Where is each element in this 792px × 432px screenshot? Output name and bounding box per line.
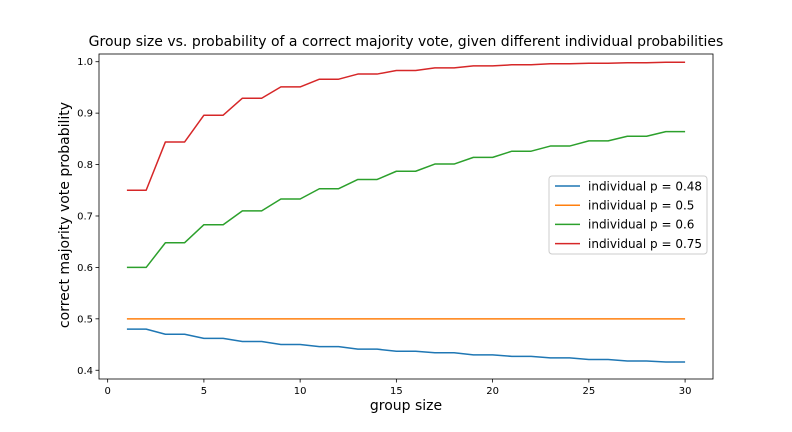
x-tick-label: 20 (486, 386, 499, 397)
x-tick-label: 10 (294, 386, 307, 397)
plot-area: 0 5 10 15 20 25 30 0.4 0.5 0.6 0.7 0.8 0.9 1.0 (77, 53, 714, 397)
legend-label: individual p = 0.5 (588, 199, 694, 213)
x-tick-label: 15 (390, 386, 403, 397)
y-tick-label: 0.5 (77, 314, 93, 325)
y-tick-label: 0.6 (77, 263, 93, 274)
y-tick-label: 0.9 (77, 109, 93, 120)
y-tick-label: 1.0 (77, 57, 93, 68)
x-tick-label: 30 (679, 386, 692, 397)
series-line-3 (126, 61, 686, 192)
series-line-2 (126, 130, 686, 269)
y-tick-label: 0.4 (77, 366, 93, 377)
axes-frame (98, 53, 714, 380)
y-tick-label: 0.8 (77, 160, 93, 171)
legend: individual p = 0.48 individual p = 0.5 ind… (548, 175, 708, 255)
legend-box (548, 175, 708, 255)
y-axis-label: correct majority vote probability (57, 102, 73, 328)
legend-label: individual p = 0.6 (588, 218, 694, 232)
series-line-0 (126, 328, 686, 363)
y-tick-label: 0.7 (77, 211, 93, 222)
x-tick-label: 5 (201, 386, 207, 397)
x-tick-label: 0 (104, 386, 110, 397)
legend-label: individual p = 0.75 (588, 237, 702, 251)
x-axis-label: group size (370, 398, 442, 414)
chart-title: Group size vs. probability of a correct … (89, 34, 724, 50)
x-tick-label: 25 (582, 386, 595, 397)
legend-label: individual p = 0.48 (588, 179, 702, 193)
